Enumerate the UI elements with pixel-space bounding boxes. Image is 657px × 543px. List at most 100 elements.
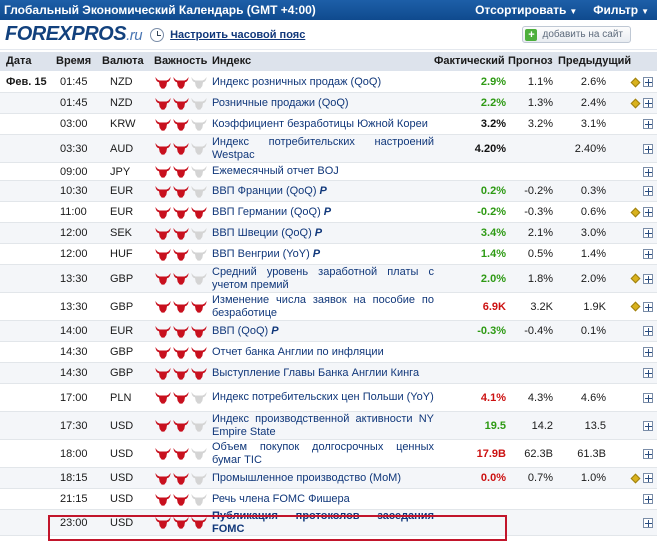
table-row[interactable]: 10:30 EUR ВВП Франции (QoQ) P 0.2% -0.2% 0.3%	[0, 181, 657, 202]
event-link[interactable]: Выступление Главы Банка Англии Кинга	[212, 363, 434, 383]
event-link[interactable]: Ежемесячный отчет BOJ	[212, 163, 434, 180]
forecast-value: 62.3B	[524, 447, 553, 460]
table-row[interactable]: 14:00 EUR ВВП (QoQ) P -0.3% -0.4% 0.1%	[0, 321, 657, 342]
expand-button[interactable]	[643, 342, 653, 362]
event-link[interactable]: Речь члена FOMC Фишера	[212, 489, 434, 509]
expand-button[interactable]	[643, 510, 653, 535]
importance-rating	[155, 163, 209, 180]
actual-value: 0.0%	[480, 472, 506, 484]
bull-icon	[173, 76, 189, 89]
forecast-value: -0.3%	[524, 206, 553, 218]
column-actual[interactable]: Фактический	[434, 55, 505, 67]
previous-value: 1.4%	[580, 248, 606, 260]
filter-button[interactable]: Фильтр ▼	[593, 3, 649, 17]
diamond-icon	[630, 77, 641, 87]
event-link[interactable]: Изменение числа заявок на пособие по без…	[212, 293, 434, 320]
expand-button[interactable]	[643, 202, 653, 222]
preliminary-icon[interactable]: P	[271, 324, 279, 337]
table-row[interactable]: 17:30 USD Индекс производственной активнос…	[0, 412, 657, 440]
event-link[interactable]: ВВП (QoQ) P	[212, 321, 434, 341]
table-row[interactable]: Фев. 15 01:45 NZD Индекс розничных продаж (…	[0, 72, 657, 93]
table-row[interactable]: 23:00 USD Публикация протоколов заседания …	[0, 510, 657, 536]
event-link[interactable]: ВВП Венгрии (YoY) P	[212, 244, 434, 264]
preliminary-icon[interactable]: P	[312, 247, 321, 260]
table-row[interactable]: 18:00 USD Объем покупок долгосрочных ценны…	[0, 440, 657, 468]
table-row[interactable]: 12:00 HUF ВВП Венгрии (YoY) P 1.4% 0.5% 1.4%	[0, 244, 657, 265]
forexpros-logo[interactable]: FOREXPROS.ru	[5, 23, 143, 45]
table-row[interactable]: 18:15 USD Промышленное производство (MoM) 0…	[0, 468, 657, 489]
bull-icon	[173, 248, 189, 261]
expand-button[interactable]	[643, 321, 653, 341]
expand-button[interactable]	[643, 412, 653, 439]
event-link[interactable]: Объем покупок долгосрочных ценных бумаг …	[212, 440, 434, 467]
expand-button[interactable]	[643, 72, 653, 92]
row-currency: HUF	[110, 248, 133, 260]
revised-diamond-icon	[630, 72, 641, 92]
table-row[interactable]: 09:00 JPY Ежемесячный отчет BOJ	[0, 163, 657, 181]
event-link[interactable]: Публикация протоколов заседания FOMC	[212, 510, 434, 535]
expand-button[interactable]	[643, 293, 653, 320]
event-link[interactable]: Промышленное производство (MoM)	[212, 468, 434, 488]
row-currency: SEK	[110, 227, 133, 239]
expand-button[interactable]	[643, 244, 653, 264]
table-row[interactable]: 03:30 AUD Индекс потребительских настроени…	[0, 135, 657, 163]
sort-button[interactable]: Отсортировать ▼	[475, 3, 578, 17]
table-row[interactable]: 11:00 EUR ВВП Германии (QoQ) P -0.2% -0.3% 0.6…	[0, 202, 657, 223]
table-row[interactable]: 12:00 SEK ВВП Швеции (QoQ) P 3.4% 2.1% 3.0%	[0, 223, 657, 244]
column-previous[interactable]: Предыдущий	[558, 55, 632, 67]
event-link[interactable]: Индекс розничных продаж (QoQ)	[212, 72, 434, 92]
expand-button[interactable]	[643, 135, 653, 162]
table-row[interactable]: 03:00 KRW Коэффициент безработицы Южной Ко…	[0, 114, 657, 135]
add-to-site-button[interactable]: + добавить на сайт	[522, 26, 631, 43]
expand-button[interactable]	[643, 384, 653, 411]
expand-button[interactable]	[643, 93, 653, 113]
event-link[interactable]: ВВП Франции (QoQ) P	[212, 181, 434, 201]
expand-button[interactable]	[643, 114, 653, 134]
table-row[interactable]: 14:30 GBP Отчет банка Англии по инфляции	[0, 342, 657, 363]
timezone-link[interactable]: Настроить часовой пояс	[170, 28, 306, 41]
preliminary-icon[interactable]: P	[314, 226, 323, 239]
table-row[interactable]: 17:00 PLN Индекс потребительских цен Польш…	[0, 384, 657, 412]
bull-icon	[173, 97, 189, 110]
column-currency[interactable]: Валюта	[102, 55, 144, 67]
expand-button[interactable]	[643, 163, 653, 180]
expand-button[interactable]	[643, 265, 653, 292]
table-row[interactable]: 21:15 USD Речь члена FOMC Фишера	[0, 489, 657, 510]
calendar-header: Глобальный Экономический Календарь (GMT …	[0, 0, 657, 20]
row-time: 12:00	[60, 227, 88, 239]
event-link[interactable]: Индекс производственной активности NY Em…	[212, 412, 434, 439]
event-link[interactable]: ВВП Германии (QoQ) P	[212, 202, 434, 222]
column-event[interactable]: Индекс	[212, 55, 252, 67]
column-forecast[interactable]: Прогноз	[508, 55, 553, 67]
event-link[interactable]: Коэффициент безработицы Южной Кореи	[212, 114, 434, 134]
expand-button[interactable]	[643, 223, 653, 243]
expand-button[interactable]	[643, 181, 653, 201]
event-link[interactable]: ВВП Швеции (QoQ) P	[212, 223, 434, 243]
event-link[interactable]: Розничные продажи (QoQ)	[212, 93, 434, 113]
plus-icon	[643, 392, 653, 403]
table-row[interactable]: 01:45 NZD Розничные продажи (QoQ) 2.2% 1.3% 2…	[0, 93, 657, 114]
forecast-value: 1.1%	[527, 76, 553, 88]
column-time[interactable]: Время	[56, 55, 92, 67]
preliminary-icon[interactable]: P	[319, 184, 327, 197]
expand-button[interactable]	[643, 363, 653, 383]
bull-icon	[191, 367, 207, 380]
column-importance[interactable]: Важность	[154, 55, 208, 67]
event-link[interactable]: Индекс потребительских настроений Westpa…	[212, 135, 434, 162]
event-link[interactable]: Индекс потребительских цен Польши (YoY)	[212, 384, 434, 411]
revised-diamond-icon	[630, 202, 641, 222]
previous-value: 1.9K	[583, 300, 606, 313]
expand-button[interactable]	[643, 440, 653, 467]
forecast-value: 1.3%	[527, 97, 553, 109]
expand-button[interactable]	[643, 489, 653, 509]
forecast-value: 3.2K	[530, 300, 553, 313]
table-row[interactable]: 13:30 GBP Средний уровень заработной платы…	[0, 265, 657, 293]
table-row[interactable]: 14:30 GBP Выступление Главы Банка Англии К…	[0, 363, 657, 384]
event-link[interactable]: Отчет банка Англии по инфляции	[212, 342, 434, 362]
table-row[interactable]: 13:30 GBP Изменение числа заявок на пособи…	[0, 293, 657, 321]
bull-icon	[173, 346, 189, 359]
event-link[interactable]: Средний уровень заработной платы с учето…	[212, 265, 434, 292]
preliminary-icon[interactable]: P	[323, 205, 332, 218]
column-date[interactable]: Дата	[6, 55, 32, 67]
expand-button[interactable]	[643, 468, 653, 488]
